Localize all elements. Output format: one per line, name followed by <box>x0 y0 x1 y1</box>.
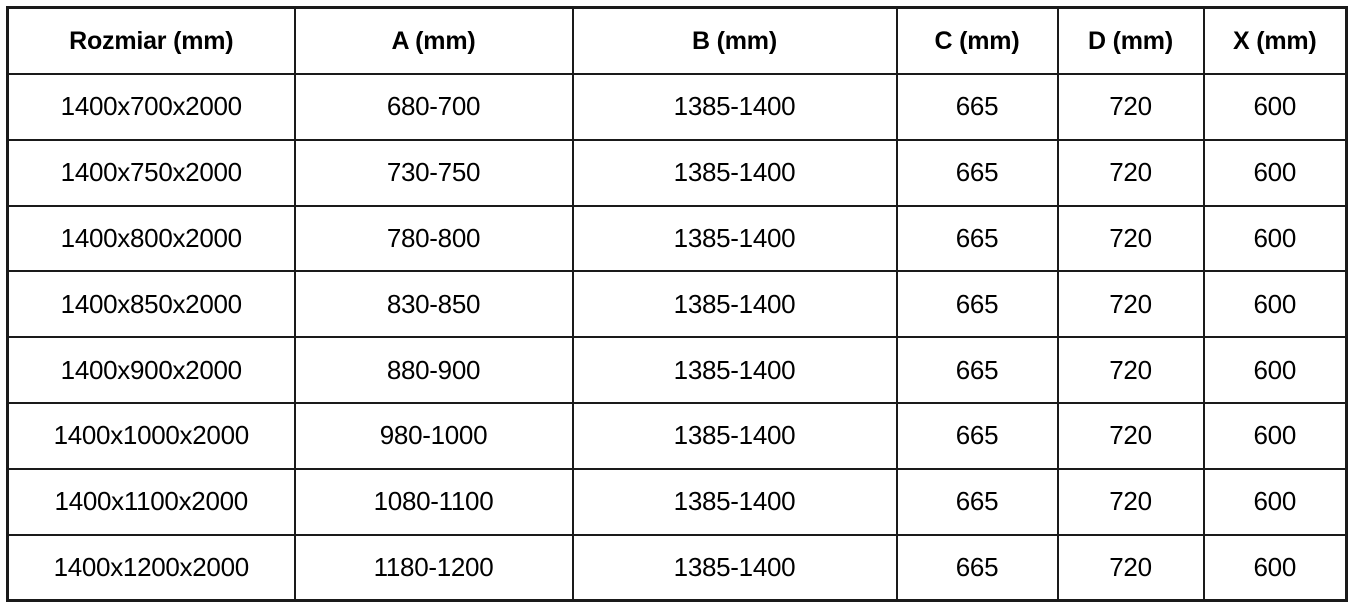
cell-a: 730-750 <box>293 138 574 207</box>
cell-d: 720 <box>1056 138 1205 207</box>
dimensions-table: Rozmiar (mm) A (mm) B (mm) C (mm) D (mm)… <box>6 6 1348 602</box>
cell-b: 1385-1400 <box>571 401 898 470</box>
cell-c: 665 <box>895 204 1059 273</box>
cell-b: 1385-1400 <box>571 204 898 273</box>
cell-x: 600 <box>1202 336 1348 404</box>
cell-c: 665 <box>895 138 1059 207</box>
cell-a: 780-800 <box>293 204 574 273</box>
table-row: 1400x900x2000 880-900 1385-1400 665 720 … <box>6 336 1348 404</box>
column-header-x: X (mm) <box>1202 6 1348 75</box>
cell-c: 665 <box>895 270 1059 339</box>
cell-a: 980-1000 <box>293 401 574 470</box>
cell-x: 600 <box>1202 467 1348 536</box>
cell-b: 1385-1400 <box>571 336 898 404</box>
cell-b: 1385-1400 <box>571 73 898 141</box>
cell-b: 1385-1400 <box>571 467 898 536</box>
cell-x: 600 <box>1202 533 1348 602</box>
cell-c: 665 <box>895 336 1059 404</box>
cell-a: 680-700 <box>293 73 574 141</box>
cell-x: 600 <box>1202 73 1348 141</box>
cell-d: 720 <box>1056 533 1205 602</box>
cell-c: 665 <box>895 533 1059 602</box>
cell-size: 1400x1100x2000 <box>6 467 296 536</box>
cell-c: 665 <box>895 467 1059 536</box>
cell-x: 600 <box>1202 270 1348 339</box>
cell-size: 1400x1200x2000 <box>6 533 296 602</box>
table-row: 1400x1200x2000 1180-1200 1385-1400 665 7… <box>6 533 1348 602</box>
cell-c: 665 <box>895 401 1059 470</box>
cell-size: 1400x850x2000 <box>6 270 296 339</box>
cell-size: 1400x1000x2000 <box>6 401 296 470</box>
cell-a: 1080-1100 <box>293 467 574 536</box>
cell-size: 1400x800x2000 <box>6 204 296 273</box>
table-row: 1400x1100x2000 1080-1100 1385-1400 665 7… <box>6 467 1348 536</box>
table-row: 1400x700x2000 680-700 1385-1400 665 720 … <box>6 73 1348 141</box>
column-header-size: Rozmiar (mm) <box>6 6 296 75</box>
column-header-b: B (mm) <box>571 6 898 75</box>
cell-b: 1385-1400 <box>571 138 898 207</box>
cell-size: 1400x900x2000 <box>6 336 296 404</box>
column-header-a: A (mm) <box>293 6 574 75</box>
cell-d: 720 <box>1056 401 1205 470</box>
cell-b: 1385-1400 <box>571 533 898 602</box>
cell-d: 720 <box>1056 336 1205 404</box>
cell-x: 600 <box>1202 204 1348 273</box>
cell-d: 720 <box>1056 467 1205 536</box>
table-row: 1400x850x2000 830-850 1385-1400 665 720 … <box>6 270 1348 339</box>
table-header: Rozmiar (mm) A (mm) B (mm) C (mm) D (mm)… <box>6 6 1348 75</box>
cell-a: 830-850 <box>293 270 574 339</box>
table-body: 1400x700x2000 680-700 1385-1400 665 720 … <box>6 73 1348 602</box>
spec-table-container: Rozmiar (mm) A (mm) B (mm) C (mm) D (mm)… <box>6 6 1348 602</box>
cell-d: 720 <box>1056 73 1205 141</box>
cell-d: 720 <box>1056 270 1205 339</box>
column-header-c: C (mm) <box>895 6 1059 75</box>
cell-a: 880-900 <box>293 336 574 404</box>
cell-x: 600 <box>1202 401 1348 470</box>
cell-size: 1400x750x2000 <box>6 138 296 207</box>
cell-size: 1400x700x2000 <box>6 73 296 141</box>
table-row: 1400x750x2000 730-750 1385-1400 665 720 … <box>6 138 1348 207</box>
cell-b: 1385-1400 <box>571 270 898 339</box>
cell-c: 665 <box>895 73 1059 141</box>
table-row: 1400x1000x2000 980-1000 1385-1400 665 72… <box>6 401 1348 470</box>
table-header-row: Rozmiar (mm) A (mm) B (mm) C (mm) D (mm)… <box>6 6 1348 75</box>
cell-d: 720 <box>1056 204 1205 273</box>
cell-x: 600 <box>1202 138 1348 207</box>
table-row: 1400x800x2000 780-800 1385-1400 665 720 … <box>6 204 1348 273</box>
column-header-d: D (mm) <box>1056 6 1205 75</box>
cell-a: 1180-1200 <box>293 533 574 602</box>
